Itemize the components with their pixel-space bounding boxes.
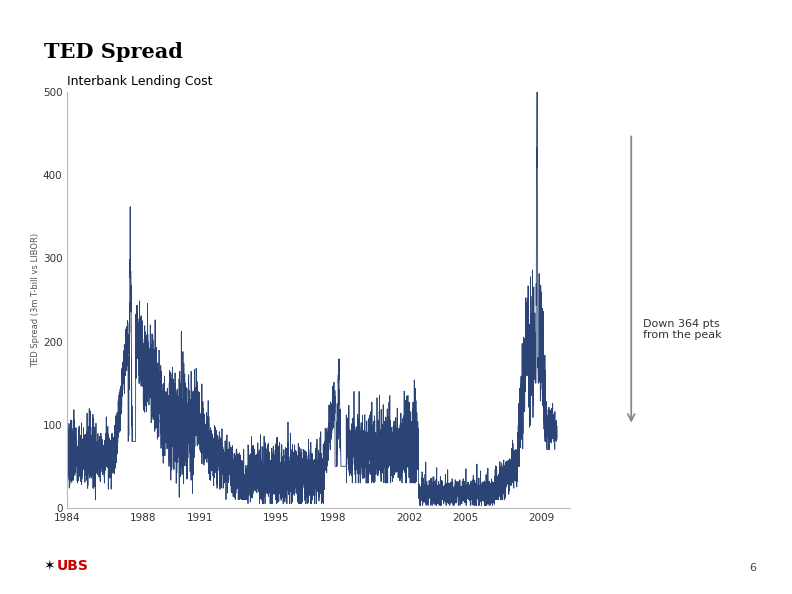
Text: TED Spread: TED Spread bbox=[44, 42, 182, 62]
Text: Down 364 pts
from the peak: Down 364 pts from the peak bbox=[643, 319, 722, 340]
Text: 6: 6 bbox=[749, 563, 756, 573]
Text: Interbank Lending Cost: Interbank Lending Cost bbox=[67, 75, 213, 88]
Y-axis label: TED Spread (3m T-bill vs LIBOR): TED Spread (3m T-bill vs LIBOR) bbox=[31, 233, 40, 367]
Text: UBS: UBS bbox=[57, 559, 89, 573]
Text: ✶: ✶ bbox=[44, 559, 55, 573]
